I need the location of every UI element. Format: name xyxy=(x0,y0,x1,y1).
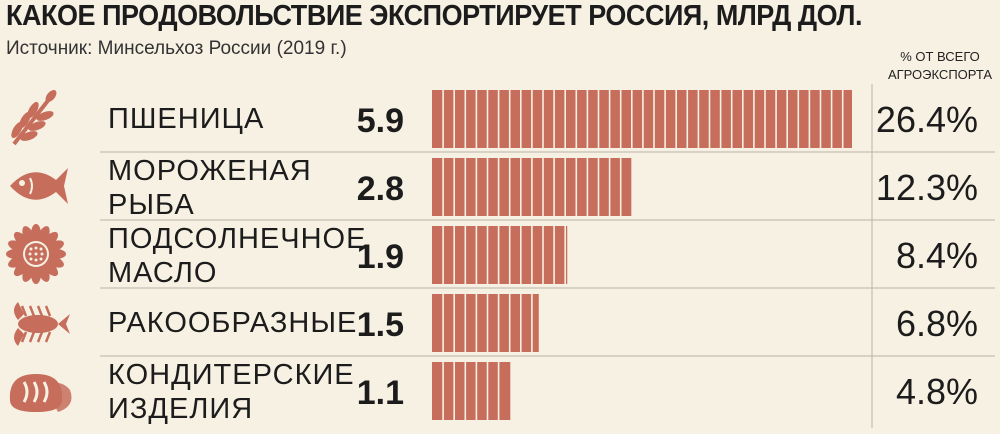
category-label: КОНДИТЕРСКИЕ ИЗДЕЛИЯ xyxy=(108,359,355,425)
category-label-line: КОНДИТЕРСКИЕ xyxy=(108,359,355,391)
chart-row: ПОДСОЛНЕЧНОЕ МАСЛО 1.9 8.4% xyxy=(6,223,995,289)
crayfish-icon xyxy=(14,302,70,346)
bar xyxy=(432,226,568,284)
chart-title: КАКОЕ ПРОДОВОЛЬСТВИЕ ЭКСПОРТИРУЕТ РОССИЯ… xyxy=(6,0,862,32)
share-header-line-2: АГРОЭКСПОРТА xyxy=(887,67,993,82)
bar xyxy=(432,90,852,148)
bar xyxy=(432,362,511,420)
chart-row: КОНДИТЕРСКИЕ ИЗДЕЛИЯ 1.1 4.8% xyxy=(9,359,978,425)
value-label: 1.9 xyxy=(357,238,404,276)
category-label-line: МАСЛО xyxy=(108,257,217,289)
share-label: 12.3% xyxy=(876,167,978,208)
share-label: 26.4% xyxy=(876,99,978,140)
chart-row: РАКООБРАЗНЫЕ 1.5 6.8% xyxy=(14,294,995,357)
category-label-line: РЫБА xyxy=(108,189,195,221)
category-label: ПШЕНИЦА xyxy=(108,103,264,135)
fish-icon xyxy=(10,168,68,204)
value-label: 2.8 xyxy=(357,170,404,208)
category-label: ПОДСОЛНЕЧНОЕ МАСЛО xyxy=(108,223,366,289)
chart-row: ПШЕНИЦА 5.9 26.4% xyxy=(11,90,995,153)
value-label: 1.5 xyxy=(357,306,404,344)
share-column-header: % ОТ ВСЕГО АГРОЭКСПОРТА xyxy=(880,48,1000,84)
category-label-line: ИЗДЕЛИЯ xyxy=(108,393,253,425)
category-label-line: МОРОЖЕНАЯ xyxy=(108,155,312,187)
category-label: МОРОЖЕНАЯ РЫБА xyxy=(108,155,312,221)
share-label: 6.8% xyxy=(896,303,978,344)
share-label: 4.8% xyxy=(896,371,978,412)
share-label: 8.4% xyxy=(896,235,978,276)
value-label: 1.1 xyxy=(357,374,404,412)
category-label-line: ПОДСОЛНЕЧНОЕ xyxy=(108,223,366,255)
bread-icon xyxy=(9,374,72,412)
wheat-icon xyxy=(11,90,57,146)
share-header-line-1: % ОТ ВСЕГО xyxy=(900,49,980,64)
chart-row: МОРОЖЕНАЯ РЫБА 2.8 12.3% xyxy=(10,155,995,221)
category-label: РАКООБРАЗНЫЕ xyxy=(108,307,357,339)
sunflower-icon xyxy=(6,224,66,284)
bar xyxy=(432,294,539,352)
chart-subtitle: Источник: Минсельхоз России (2019 г.) xyxy=(6,38,347,59)
value-label: 5.9 xyxy=(357,102,404,140)
